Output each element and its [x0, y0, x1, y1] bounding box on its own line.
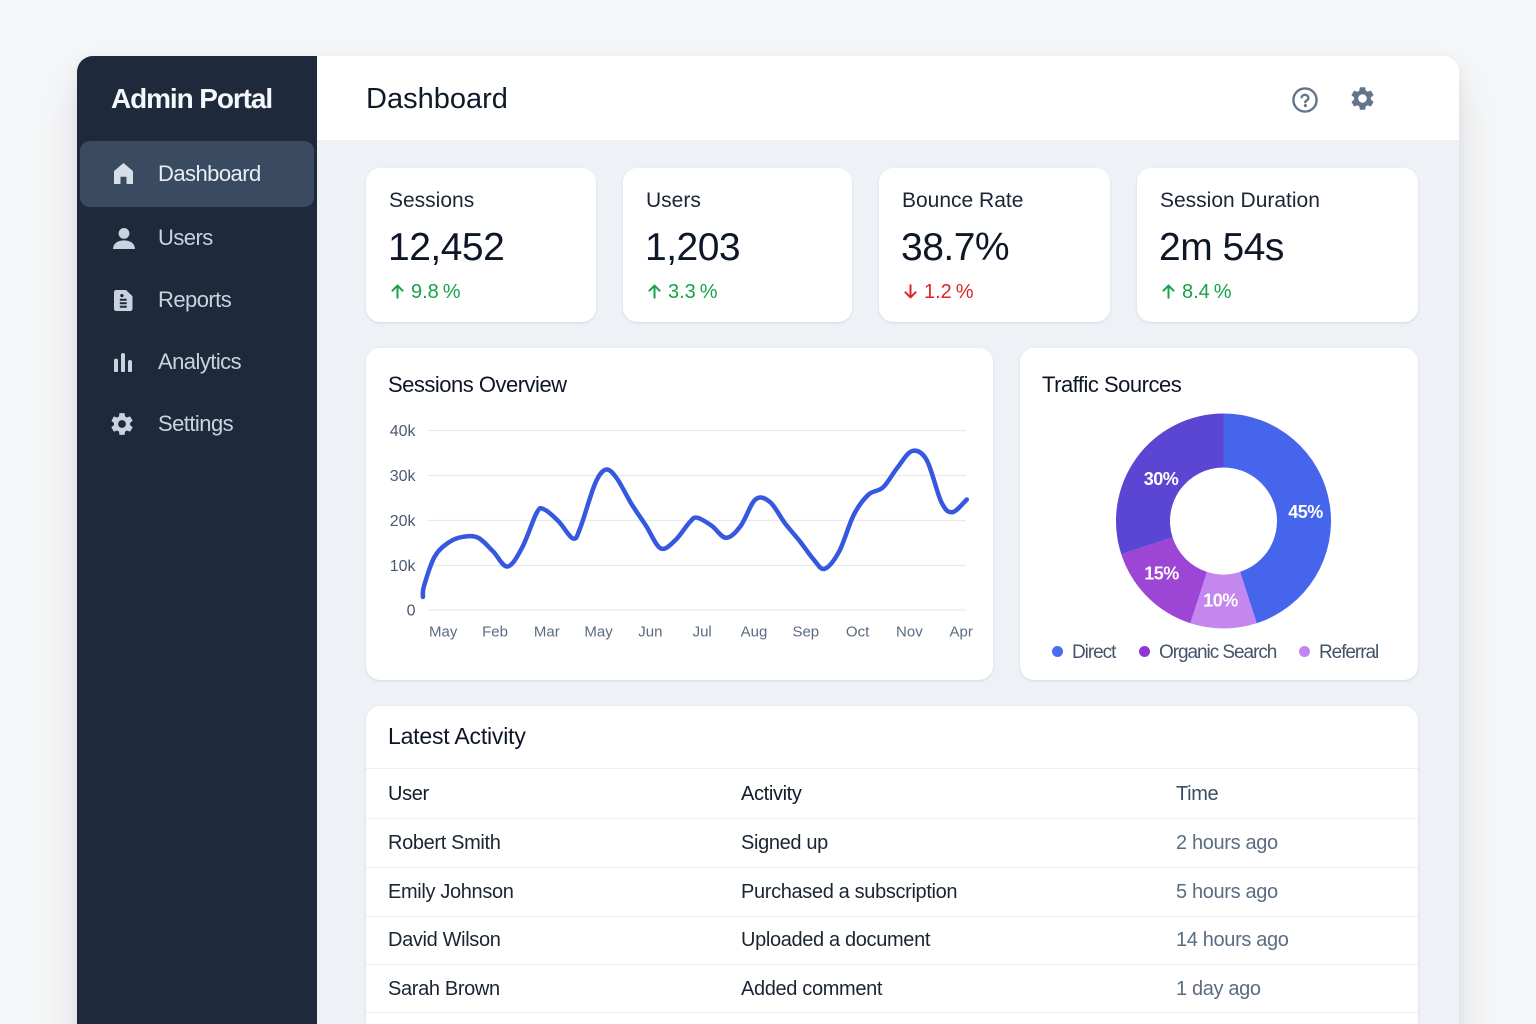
svg-text:Jul: Jul [693, 624, 712, 641]
svg-text:10%: 10% [1203, 591, 1238, 611]
svg-text:Nov: Nov [896, 624, 923, 641]
svg-text:Oct: Oct [846, 624, 870, 641]
svg-text:Apr: Apr [950, 624, 973, 641]
svg-text:Feb: Feb [482, 624, 508, 641]
svg-text:May: May [584, 624, 613, 641]
svg-text:Aug: Aug [741, 624, 768, 641]
svg-text:30%: 30% [1144, 469, 1179, 489]
svg-text:Mar: Mar [534, 624, 560, 641]
svg-text:0: 0 [407, 603, 416, 620]
svg-text:30k: 30k [390, 468, 417, 485]
svg-text:45%: 45% [1288, 502, 1323, 522]
svg-text:May: May [429, 624, 458, 641]
svg-text:10k: 10k [390, 558, 417, 575]
svg-text:40k: 40k [390, 423, 417, 440]
svg-text:20k: 20k [390, 513, 417, 530]
svg-text:15%: 15% [1144, 564, 1179, 584]
svg-text:Jun: Jun [638, 624, 662, 641]
svg-text:Sep: Sep [792, 624, 819, 641]
